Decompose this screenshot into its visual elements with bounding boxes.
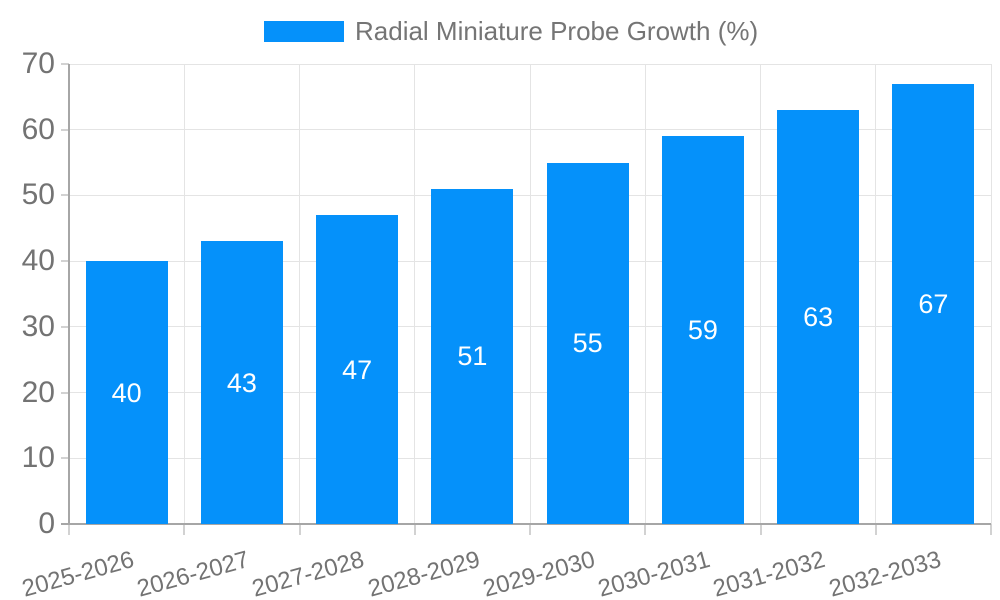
v-gridline: [644, 64, 646, 524]
x-axis-line: [61, 523, 991, 525]
y-tick-label: 30: [21, 309, 55, 343]
bar-value-label: 51: [457, 341, 488, 372]
legend-item[interactable]: Radial Miniature Probe Growth (%): [264, 16, 758, 46]
y-tick-label: 50: [21, 178, 55, 212]
bar-value-label: 47: [342, 354, 373, 385]
x-tick: [298, 524, 301, 535]
x-tick-label: 2028-2029: [364, 546, 483, 600]
bar[interactable]: [892, 83, 975, 524]
x-tick: [874, 524, 877, 535]
bar[interactable]: [200, 241, 283, 524]
y-tick: [61, 194, 69, 197]
x-tick: [644, 524, 647, 535]
y-tick: [61, 63, 69, 65]
bar[interactable]: [316, 215, 399, 524]
y-tick: [61, 325, 69, 328]
bar-value-label: 67: [918, 288, 949, 319]
bar-value-label: 55: [572, 328, 603, 359]
y-tick-label: 60: [21, 112, 55, 146]
bar[interactable]: [431, 188, 514, 524]
x-tick-label: 2026-2027: [134, 546, 253, 600]
x-tick-label: 2025-2026: [19, 546, 137, 600]
bar-value-label: 59: [687, 315, 718, 346]
y-tick: [61, 260, 69, 263]
v-gridline: [529, 64, 531, 524]
v-gridline: [990, 64, 992, 524]
y-tick-label: 10: [21, 441, 55, 475]
bar-value-label: 40: [111, 377, 142, 408]
x-tick-label: 2027-2028: [249, 546, 368, 600]
v-gridline: [183, 64, 185, 524]
bar-value-label: 63: [803, 302, 834, 332]
y-tick: [61, 128, 69, 131]
y-tick-label: 0: [38, 507, 55, 540]
v-gridline: [760, 64, 761, 524]
x-tick: [413, 524, 416, 535]
legend-swatch: [264, 20, 344, 42]
x-tick-label: 2030-2031: [595, 546, 714, 600]
legend-label: Radial Miniature Probe Growth (%): [355, 16, 759, 46]
v-gridline: [299, 64, 300, 524]
x-tick-label: 2029-2030: [480, 546, 598, 600]
y-tick-label: 20: [21, 375, 55, 409]
bar-value-label: 43: [226, 367, 257, 398]
y-tick: [61, 457, 69, 460]
y-tick: [61, 391, 69, 394]
y-tick-label: 70: [21, 47, 55, 80]
bar[interactable]: [85, 261, 168, 524]
x-tick: [990, 524, 992, 535]
bar[interactable]: [661, 136, 744, 524]
v-gridline: [414, 64, 416, 524]
x-tick: [68, 524, 70, 535]
v-gridline: [875, 64, 877, 524]
x-tick-label: 2031-2032: [710, 546, 829, 600]
x-tick: [529, 524, 531, 535]
bar[interactable]: [777, 110, 860, 524]
x-tick: [759, 524, 762, 535]
bar[interactable]: [546, 162, 629, 524]
y-tick-label: 40: [21, 244, 55, 278]
x-tick: [183, 524, 186, 535]
y-axis-line: [68, 64, 70, 524]
x-tick-label: 2032-2033: [825, 546, 944, 600]
